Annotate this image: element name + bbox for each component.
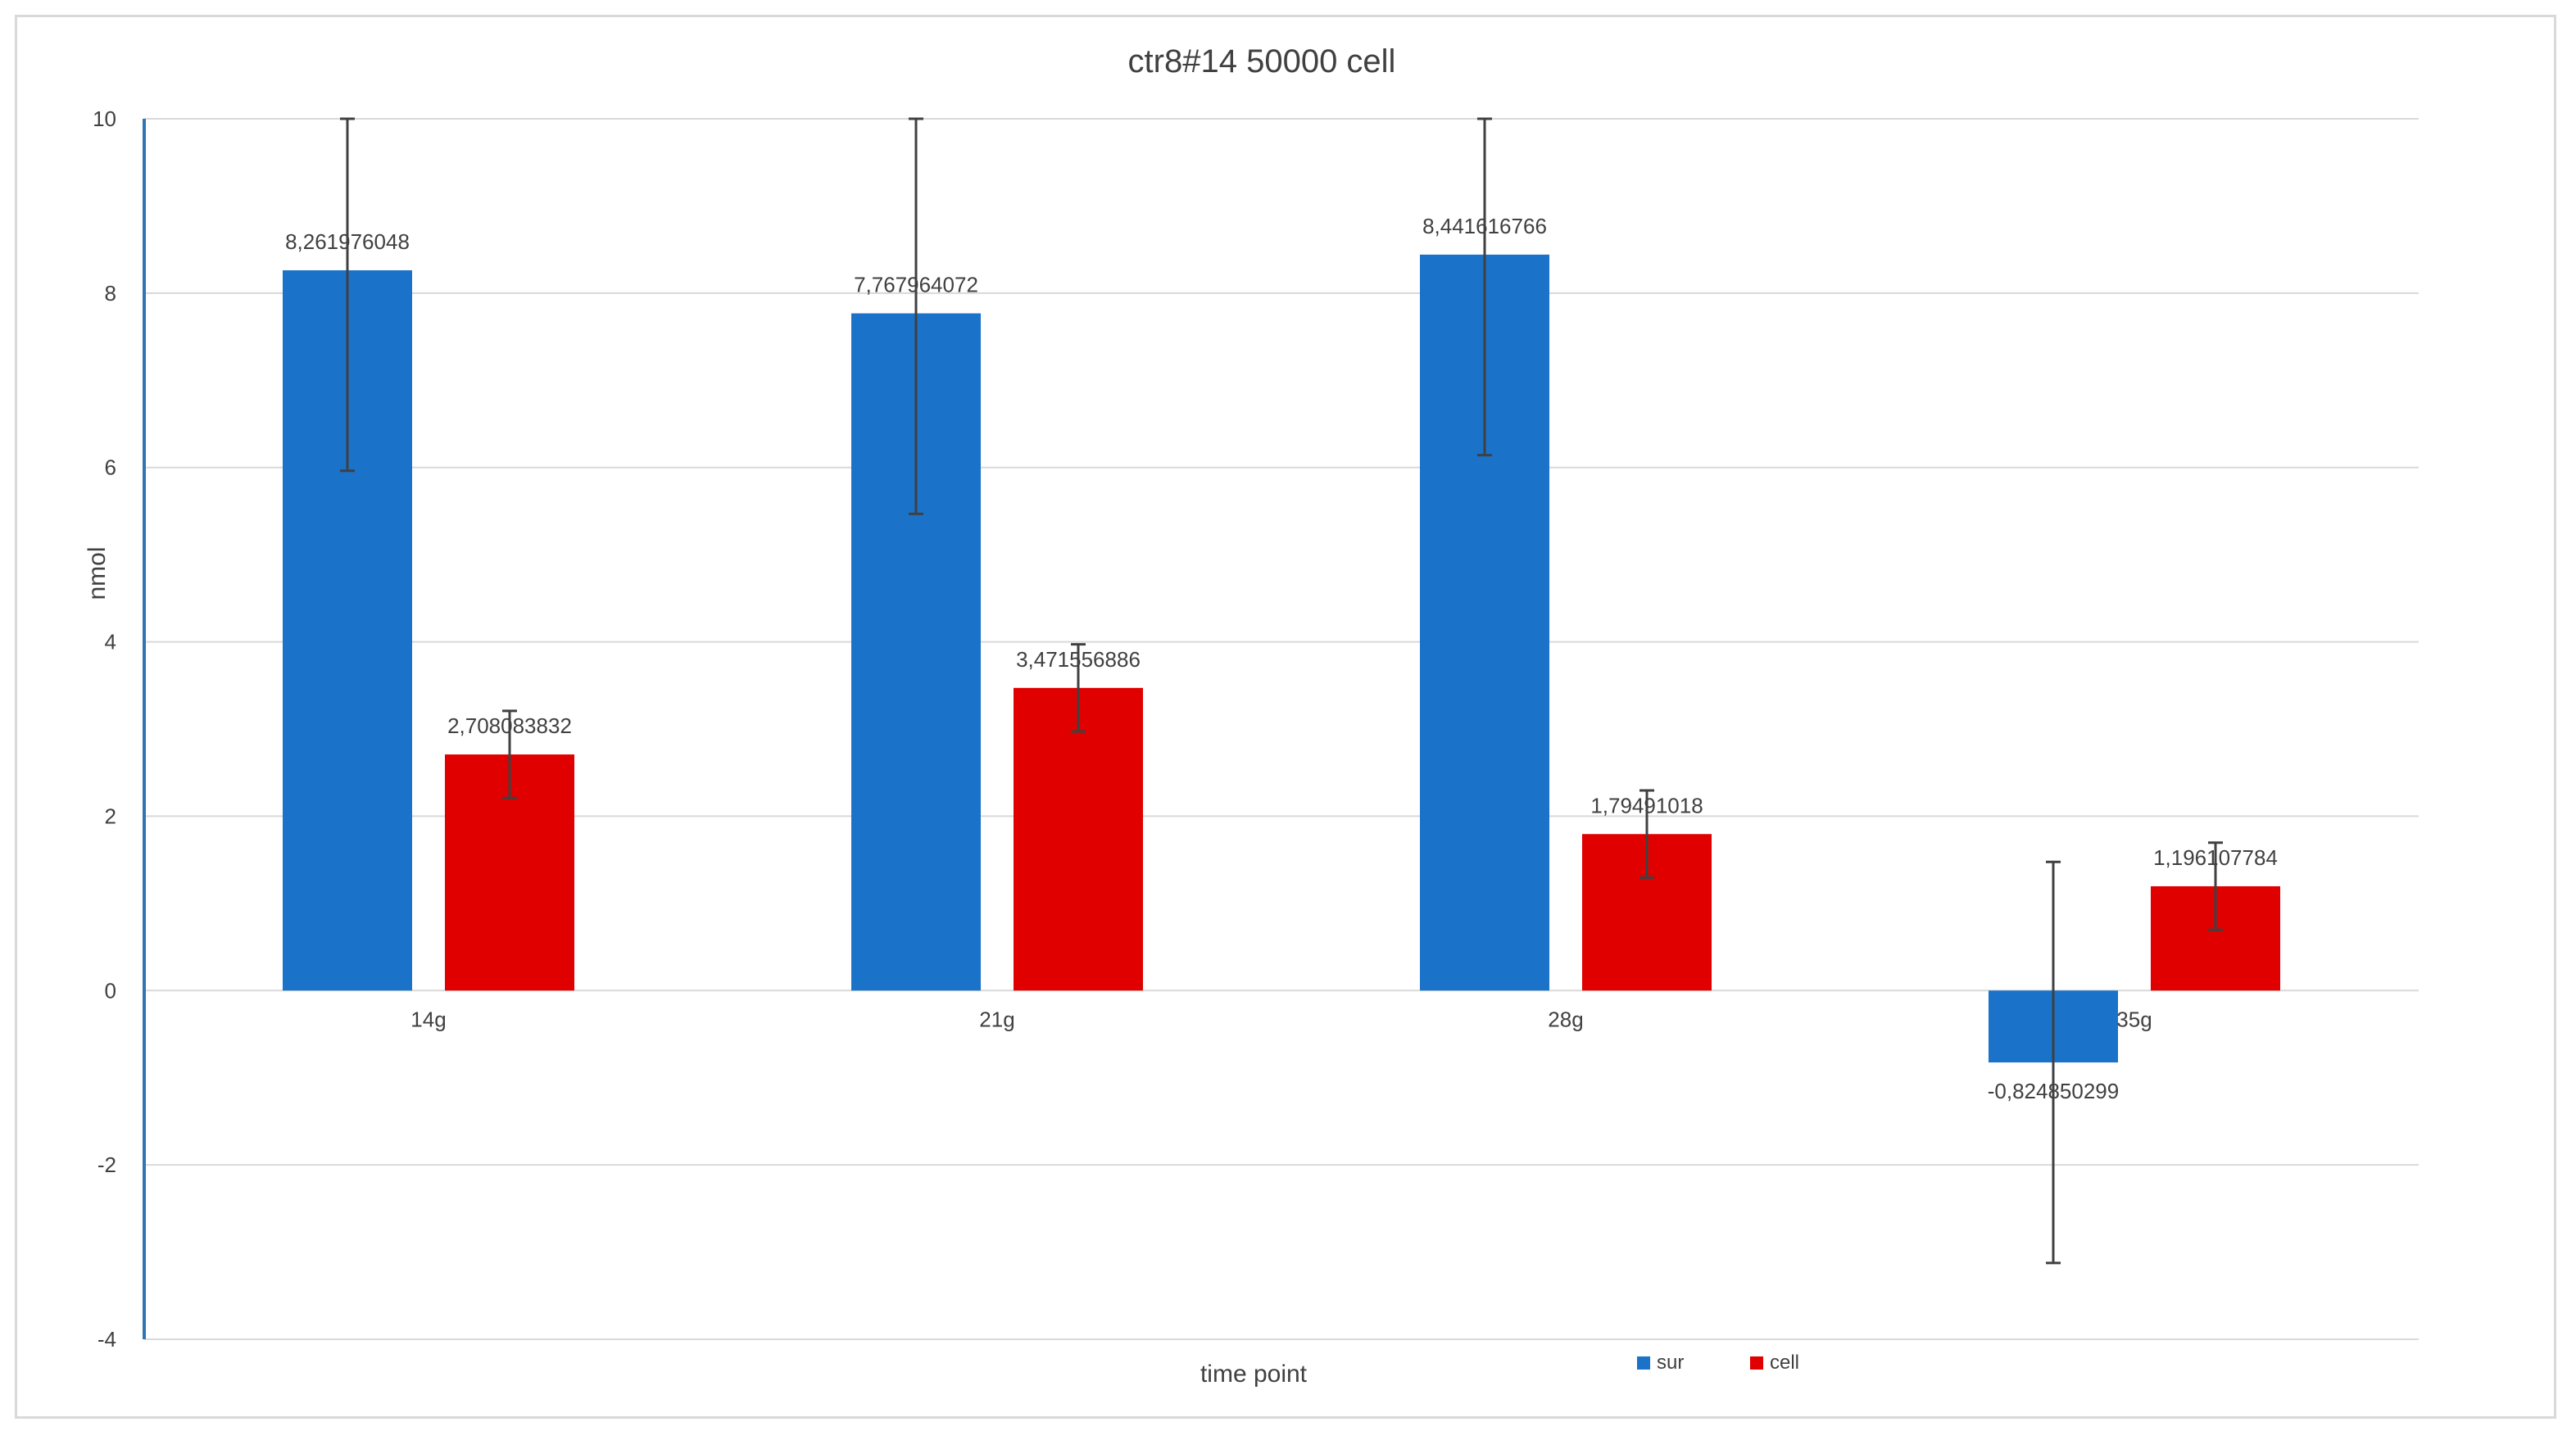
data-label-cell-35g: 1,196107784 bbox=[2153, 845, 2278, 870]
y-tick-label: 10 bbox=[93, 106, 116, 131]
chart-title: ctr8#14 50000 cell bbox=[1128, 43, 1396, 79]
y-tick-label: 2 bbox=[105, 804, 116, 828]
y-tick-label: -4 bbox=[98, 1327, 116, 1352]
data-labels: 8,261976048 2,708083832 7,767964072 3,47155… bbox=[285, 214, 2278, 1103]
data-label-sur-21g: 7,767964072 bbox=[854, 273, 978, 297]
x-tick-label: 21g bbox=[979, 1007, 1014, 1031]
data-label-sur-14g: 8,261976048 bbox=[285, 229, 410, 254]
legend: sur cell bbox=[1637, 1352, 1799, 1374]
bars bbox=[283, 254, 2280, 1063]
x-tick-label: 35g bbox=[2116, 1007, 2152, 1031]
error-bars bbox=[340, 117, 2223, 1265]
y-tick-label: -2 bbox=[98, 1152, 116, 1177]
y-axis-ticks: 10 8 6 4 2 0 -2 -4 bbox=[93, 106, 116, 1352]
y-tick-label: 0 bbox=[105, 978, 116, 1003]
y-tick-label: 8 bbox=[105, 281, 116, 306]
data-label-cell-14g: 2,708083832 bbox=[447, 713, 572, 738]
legend-swatch-cell bbox=[1750, 1356, 1763, 1370]
x-axis-title: time point bbox=[1200, 1361, 1308, 1388]
x-axis-ticks: 14g 21g 28g 35g bbox=[410, 1007, 2152, 1031]
chart-frame bbox=[15, 15, 2556, 1419]
y-tick-label: 6 bbox=[105, 455, 116, 480]
data-label-sur-35g: -0,824850299 bbox=[1988, 1079, 2119, 1103]
data-label-cell-21g: 3,471556886 bbox=[1016, 647, 1141, 672]
data-label-cell-28g: 1,79491018 bbox=[1590, 793, 1703, 817]
legend-label-cell: cell bbox=[1770, 1352, 1799, 1374]
bar-cell-21g bbox=[1014, 687, 1143, 991]
legend-label-sur: sur bbox=[1657, 1352, 1684, 1374]
legend-swatch-sur bbox=[1637, 1356, 1650, 1370]
x-tick-label: 14g bbox=[410, 1007, 446, 1031]
x-tick-label: 28g bbox=[1548, 1007, 1583, 1031]
y-axis-title: nmol bbox=[84, 546, 111, 600]
y-tick-label: 4 bbox=[105, 630, 116, 654]
data-label-sur-28g: 8,441616766 bbox=[1422, 214, 1547, 238]
